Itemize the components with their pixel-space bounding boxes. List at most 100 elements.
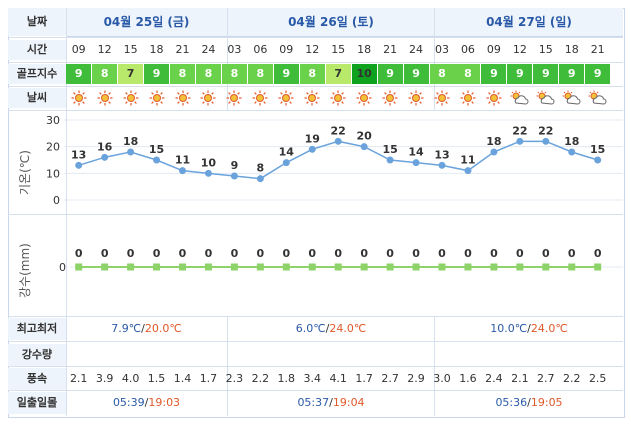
sunset: 19:05 xyxy=(530,396,563,409)
temperature-point xyxy=(412,159,420,167)
temperature-value-label: 18 xyxy=(123,135,138,148)
wind-cell: 1.4 xyxy=(173,372,192,385)
temperature-point xyxy=(568,148,576,156)
wind-cell: 2.3 xyxy=(225,372,244,385)
min-temp: 10.0℃ xyxy=(490,322,528,335)
hour-cell: 15 xyxy=(538,43,553,56)
temperature-value-label: 10 xyxy=(201,156,217,169)
precipitation-point xyxy=(230,263,238,271)
hour-cell: 12 xyxy=(97,43,112,56)
golf-index-cell: 8 xyxy=(221,64,247,84)
precipitation-point xyxy=(542,263,550,271)
highlow-day-1: 7.9℃/20.0℃ xyxy=(111,322,182,335)
precipitation-point xyxy=(153,263,161,271)
temperature-value-label: 20 xyxy=(356,130,372,143)
temperature-point xyxy=(230,172,238,180)
precipitation-value-label: 0 xyxy=(257,247,265,260)
precipitation-value-label: 0 xyxy=(308,247,316,260)
sun-icon xyxy=(118,88,143,108)
precipitation-value-label: 0 xyxy=(490,247,498,260)
precipitation-value-label: 0 xyxy=(179,247,187,260)
temperature-value-label: 14 xyxy=(408,146,424,159)
wind-cell: 2.7 xyxy=(381,372,399,385)
temperature-point xyxy=(334,137,342,145)
hour-cell: 09 xyxy=(486,43,501,56)
precipitation-point xyxy=(490,263,498,271)
hour-cell: 15 xyxy=(123,43,138,56)
temperature-value-label: 18 xyxy=(564,135,579,148)
wind-cell: 2.2 xyxy=(563,372,581,385)
hour-cell: 24 xyxy=(201,43,216,56)
highlow-day-2: 6.0℃/24.0℃ xyxy=(295,322,367,335)
temperature-value-label: 14 xyxy=(279,146,295,159)
golf-index-cell: 8 xyxy=(429,64,455,84)
hour-cell: 09 xyxy=(71,43,86,56)
precipitation-point xyxy=(75,263,83,271)
sunrise: 05:36 xyxy=(495,396,528,409)
precipitation-point xyxy=(334,263,342,271)
temperature-value-label: 16 xyxy=(97,140,113,153)
sun-icon xyxy=(481,88,506,108)
temperature-point xyxy=(256,175,264,183)
highlow-day-3: 10.0℃/24.0℃ xyxy=(490,322,568,335)
temperature-point xyxy=(386,156,394,164)
temperature-point xyxy=(101,153,109,161)
y-tick-label: 10 xyxy=(46,167,60,180)
sun-icon xyxy=(430,88,455,108)
row-label-sunrise-sunset: 일출일몰 xyxy=(8,392,66,414)
wind-cell: 3.0 xyxy=(433,372,451,385)
wind-cell: 2.7 xyxy=(537,372,555,385)
wind-cell: 1.6 xyxy=(459,372,477,385)
hour-cell: 03 xyxy=(227,43,242,56)
sun-icon xyxy=(248,88,273,108)
sun-icon xyxy=(274,88,299,108)
sun-icon xyxy=(196,88,221,108)
golf-index-cell: 9 xyxy=(559,64,585,84)
temperature-value-label: 9 xyxy=(231,159,239,172)
temperature-value-label: 11 xyxy=(175,154,190,167)
wind-cell: 4.0 xyxy=(121,372,140,385)
hour-cell: 18 xyxy=(564,43,579,56)
hour-cell: 21 xyxy=(175,43,190,56)
golf-index-cell: 9 xyxy=(144,64,170,84)
temperature-point xyxy=(542,137,550,145)
sun-icon xyxy=(170,88,195,108)
golf-index-cell: 9 xyxy=(377,64,403,84)
precipitation-value-label: 0 xyxy=(231,247,239,260)
golf-index-cell: 9 xyxy=(403,64,429,84)
row-label-time: 시간 xyxy=(8,40,66,60)
golf-index-cell: 8 xyxy=(92,64,118,84)
temperature-point xyxy=(282,159,290,167)
precipitation-point xyxy=(282,263,290,271)
precipitation-point xyxy=(386,263,394,271)
precipitation-point xyxy=(568,263,576,271)
precipitation-value-label: 0 xyxy=(438,247,446,260)
sunset: 19:04 xyxy=(332,396,365,409)
precipitation-chart: 00 0 0 0 0 0 0 0 0 0 0 0 0 0 0 0 0 0 0 0 0 xyxy=(59,247,623,274)
golf-index-cell: 8 xyxy=(299,64,325,84)
golf-index-cell: 7 xyxy=(325,64,351,84)
wind-cell: 1.7 xyxy=(355,372,373,385)
temperature-value-label: 19 xyxy=(305,132,320,145)
partly-cloudy-icon xyxy=(507,88,532,108)
temperature-point xyxy=(360,143,368,151)
temperature-value-label: 15 xyxy=(590,143,605,156)
sunset: 19:03 xyxy=(148,396,181,409)
temperature-value-label: 13 xyxy=(71,148,86,161)
max-temp: 24.0℃ xyxy=(530,322,568,335)
precipitation-value-label: 0 xyxy=(101,247,109,260)
sun-icon xyxy=(66,88,91,108)
y-tick-label: 20 xyxy=(46,141,60,154)
precipitation-point xyxy=(464,263,472,271)
day-header-1: 04월 25일 (금) xyxy=(66,8,227,37)
wind-cell: 3.9 xyxy=(95,372,114,385)
golf-index-cell: 8 xyxy=(170,64,195,84)
sun-day-3: 05:36/19:05 xyxy=(495,396,563,409)
temperature-value-label: 11 xyxy=(460,154,475,167)
temperature-point xyxy=(308,145,316,153)
golf-index-cell: 8 xyxy=(247,64,273,84)
row-label-golf-index: 골프지수 xyxy=(8,64,66,84)
temperature-point xyxy=(594,156,602,164)
sun-icon xyxy=(455,88,480,108)
hour-cell: 21 xyxy=(590,43,605,56)
